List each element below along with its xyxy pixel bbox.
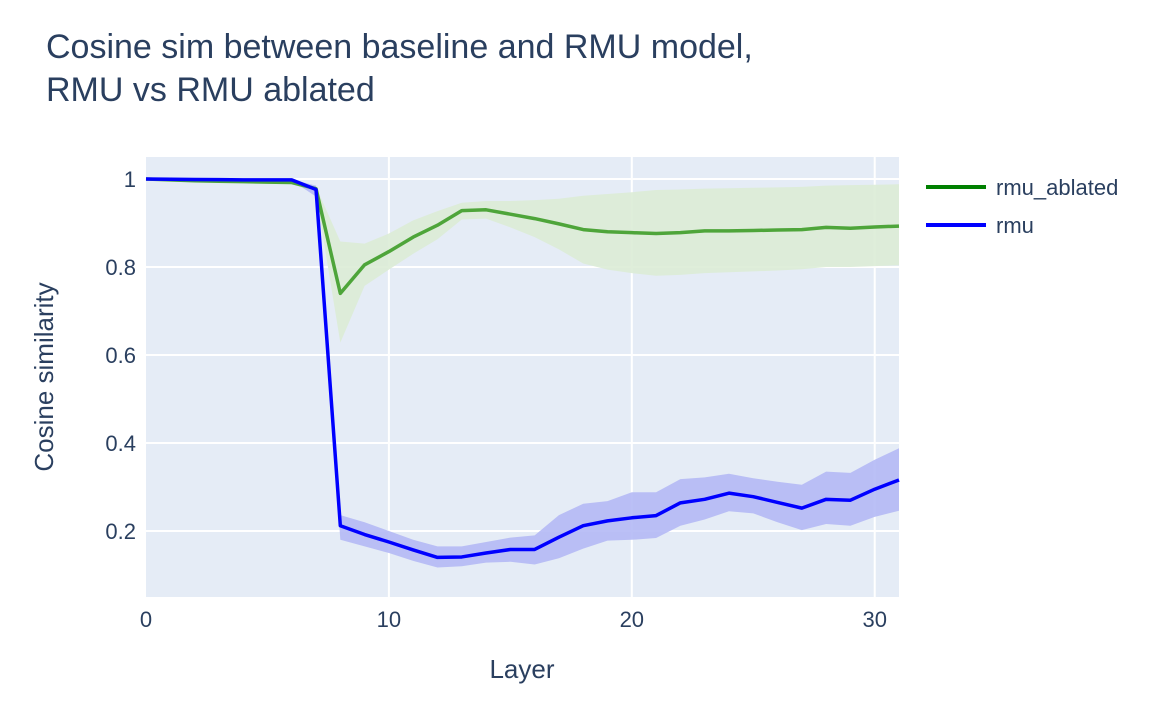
y-tick-label: 0.2	[105, 519, 136, 544]
y-tick-label: 0.8	[105, 255, 136, 280]
y-tick-labels: 0.2 0.4 0.6 0.8 1	[105, 167, 136, 544]
x-axis-label: Layer	[489, 654, 554, 684]
series-lines	[145, 177, 900, 560]
x-tick-label: 10	[377, 607, 401, 632]
x-tick-label: 20	[620, 607, 644, 632]
x-tick-label: 0	[140, 607, 152, 632]
x-tick-label: 30	[862, 607, 886, 632]
y-tick-label: 0.6	[105, 343, 136, 368]
y-axis-label: Cosine similarity	[29, 282, 59, 471]
rmu-line	[145, 177, 900, 560]
rmu_ablated-line	[145, 177, 900, 296]
chart-title-line-1: Cosine sim between baseline and RMU mode…	[46, 28, 753, 66]
legend-label-rmu_ablated: rmu_ablated	[996, 175, 1118, 200]
legend-label-rmu: rmu	[996, 213, 1034, 238]
y-tick-label: 1	[124, 167, 136, 192]
y-tick-label: 0.4	[105, 431, 136, 456]
chart-title-line-2: RMU vs RMU ablated	[46, 71, 375, 109]
confidence-bands	[146, 179, 899, 568]
rmu_ablated-band	[146, 179, 899, 343]
x-tick-labels: 0 10 20 30	[140, 607, 887, 632]
